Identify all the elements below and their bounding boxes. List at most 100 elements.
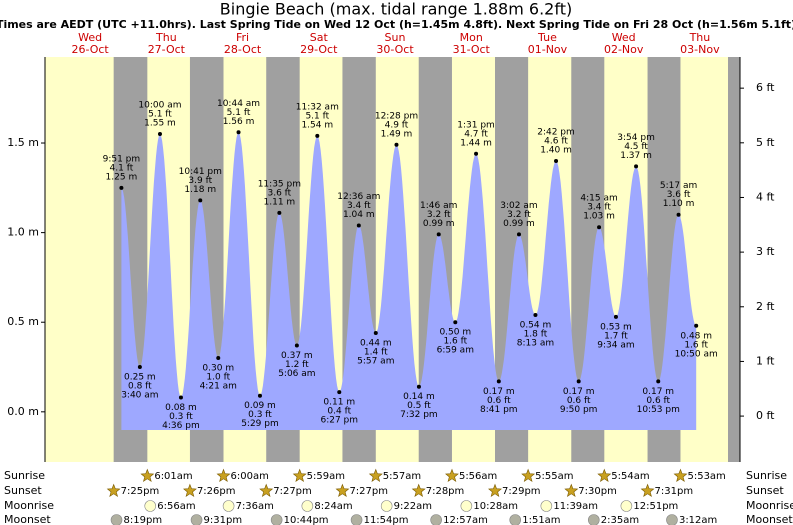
tide-label: 4.6 ft xyxy=(544,136,568,146)
event-time: 11:39am xyxy=(553,501,598,512)
day-date: 26-Oct xyxy=(71,43,109,56)
tide-label: 3:40 am xyxy=(121,391,158,401)
tide-label: 0.8 ft xyxy=(128,382,152,392)
day-date: 29-Oct xyxy=(300,43,338,56)
tide-label: 1.03 m xyxy=(583,212,615,222)
tide-label: 0.50 m xyxy=(439,328,471,338)
event-time: 7:31pm xyxy=(655,486,694,497)
tide-point xyxy=(533,313,538,318)
tide-label: 3:54 pm xyxy=(617,133,655,143)
tide-label: 5:17 am xyxy=(660,181,697,191)
tide-label: 0.48 m xyxy=(680,331,712,341)
tide-point xyxy=(373,330,378,335)
sun-icon xyxy=(292,468,307,482)
sun-icon xyxy=(140,468,155,482)
tide-label: 3.4 ft xyxy=(347,201,371,211)
row-label: Moonrise xyxy=(4,499,54,512)
event-time: 5:54am xyxy=(611,471,649,482)
chart-subtitle: Times are AEDT (UTC +11.0hrs). Last Spri… xyxy=(0,18,793,31)
tide-point xyxy=(178,395,183,400)
tide-point xyxy=(198,198,203,203)
event-time: 9:22am xyxy=(394,501,432,512)
tide-label: 5.1 ft xyxy=(305,111,329,121)
tide-label: 12:36 am xyxy=(337,192,380,202)
tide-label: 0.6 ft xyxy=(646,396,670,406)
tide-point xyxy=(394,142,399,147)
day-name: Tue xyxy=(537,31,557,44)
tide-label: 7:32 pm xyxy=(400,410,438,420)
sun-icon xyxy=(335,483,350,497)
tide-point xyxy=(597,225,602,230)
event-time: 7:36am xyxy=(236,501,274,512)
day-date: 30-Oct xyxy=(376,43,414,56)
tide-label: 3.2 ft xyxy=(507,210,531,220)
event-time: 12:57am xyxy=(443,515,488,525)
tide-label: 1.49 m xyxy=(381,129,413,139)
y2-tick-label: 5 ft xyxy=(756,136,775,149)
day-date: 28-Oct xyxy=(224,43,262,56)
event-time: 9:31pm xyxy=(204,515,243,525)
tide-label: 8:13 am xyxy=(517,339,554,349)
tide-label: 1:46 am xyxy=(420,201,457,211)
y-tick-label: 1.0 m xyxy=(7,226,39,239)
tide-label: 0.08 m xyxy=(165,403,197,413)
y-tick-label: 1.5 m xyxy=(7,136,39,149)
event-time: 5:57am xyxy=(383,471,421,482)
moon-icon xyxy=(301,500,314,512)
day-date: 31-Oct xyxy=(453,43,491,56)
tide-label: 3.2 ft xyxy=(427,210,451,220)
tide-label: 0.44 m xyxy=(360,338,392,348)
sun-icon xyxy=(368,468,383,482)
day-name: Sat xyxy=(310,31,329,44)
y2-tick-label: 4 ft xyxy=(756,190,775,203)
y2-tick-label: 2 ft xyxy=(756,300,775,313)
tide-point xyxy=(216,356,221,361)
event-time: 8:19pm xyxy=(124,515,163,525)
tide-label: 6:59 am xyxy=(437,346,474,356)
tide-label: 0.09 m xyxy=(244,401,276,411)
tide-label: 9:34 am xyxy=(597,340,634,350)
moon-icon xyxy=(222,500,235,512)
tide-label: 1.8 ft xyxy=(524,330,548,340)
tide-point xyxy=(119,185,124,190)
night-band xyxy=(728,57,740,462)
event-time: 5:56am xyxy=(459,471,497,482)
row-label: Sunrise xyxy=(4,469,45,482)
moon-icon xyxy=(587,514,600,525)
tide-point xyxy=(516,232,521,237)
tide-label: 11:35 pm xyxy=(258,179,301,189)
row-label: Sunrise xyxy=(746,469,787,482)
tide-point xyxy=(634,164,639,169)
tide-label: 1.37 m xyxy=(620,151,652,161)
tide-label: 0.99 m xyxy=(423,219,455,229)
tide-label: 1.44 m xyxy=(460,138,492,148)
tide-label: 2:42 pm xyxy=(537,127,575,137)
moon-icon xyxy=(430,514,442,525)
tide-label: 1.4 ft xyxy=(364,347,388,357)
event-time: 6:00am xyxy=(231,471,269,482)
event-time: 5:59am xyxy=(307,471,345,482)
y2-tick-label: 0 ft xyxy=(756,409,775,422)
event-time: 8:24am xyxy=(314,501,352,512)
moon-icon xyxy=(270,514,283,525)
tide-label: 1.56 m xyxy=(223,117,255,127)
day-date: 27-Oct xyxy=(148,43,186,56)
tide-point xyxy=(576,379,581,384)
tide-point xyxy=(554,158,559,163)
event-time: 10:44pm xyxy=(284,515,329,525)
tide-point xyxy=(337,390,342,395)
tide-point xyxy=(277,210,282,215)
tide-label: 6:27 pm xyxy=(320,416,358,426)
tide-label: 0.99 m xyxy=(503,219,535,229)
moon-icon xyxy=(666,514,678,525)
tide-point xyxy=(656,379,661,384)
tide-label: 1.2 ft xyxy=(285,360,309,370)
moon-icon xyxy=(110,514,123,525)
tide-label: 3:02 am xyxy=(500,201,537,211)
moon-icon xyxy=(350,514,363,525)
event-time: 5:55am xyxy=(535,471,573,482)
tide-label: 3.9 ft xyxy=(188,176,212,186)
sun-icon xyxy=(216,468,231,482)
